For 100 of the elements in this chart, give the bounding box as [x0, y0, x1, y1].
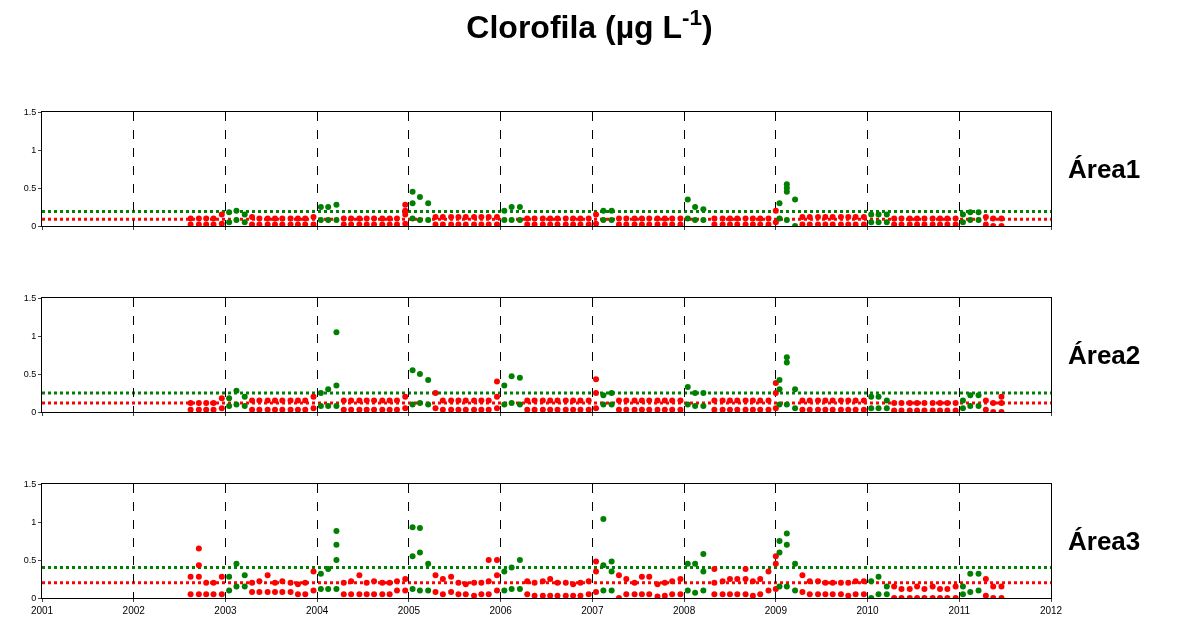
x-tick-label: 2008 — [672, 605, 696, 616]
point — [516, 204, 523, 210]
x-tick-label: 2003 — [214, 605, 238, 616]
point — [959, 211, 966, 218]
point — [425, 200, 432, 207]
point — [875, 219, 882, 226]
point — [883, 405, 890, 412]
point — [959, 397, 966, 404]
point — [600, 401, 607, 408]
point — [959, 405, 966, 412]
point — [325, 204, 332, 210]
point — [325, 386, 332, 393]
point — [608, 216, 615, 223]
x-tick-label: 2012 — [1039, 605, 1063, 616]
point — [409, 215, 416, 222]
x-tick-label: 2011 — [948, 605, 971, 616]
point — [700, 216, 707, 223]
point — [508, 216, 515, 223]
point — [783, 401, 790, 408]
y-tick-label: 1.5 — [23, 293, 37, 304]
y-tick-label: 0.5 — [23, 183, 37, 194]
point — [875, 405, 882, 412]
point — [967, 392, 974, 399]
point — [317, 216, 324, 223]
point — [317, 390, 324, 396]
point — [692, 204, 699, 210]
point — [684, 215, 691, 222]
y-tick-label: 0.5 — [23, 369, 37, 380]
point — [508, 399, 515, 406]
point — [975, 402, 982, 409]
point — [409, 188, 416, 195]
chart-title: Clorofila (µg L$^{-1}$) — [466, 4, 713, 46]
point — [501, 401, 508, 408]
point — [409, 401, 416, 408]
point — [776, 377, 783, 384]
x-tick-label: 2009 — [764, 605, 788, 616]
point — [684, 196, 691, 203]
point — [875, 211, 882, 218]
point — [333, 402, 340, 409]
point — [975, 216, 982, 223]
point — [425, 401, 432, 408]
point — [608, 207, 615, 214]
point — [684, 383, 691, 390]
point — [692, 216, 699, 223]
point — [501, 207, 508, 214]
point — [241, 219, 248, 226]
point — [684, 401, 691, 408]
point — [959, 219, 966, 226]
point — [783, 216, 790, 223]
point — [333, 329, 340, 336]
point — [975, 209, 982, 216]
point — [516, 401, 523, 408]
point — [241, 402, 248, 409]
point — [600, 216, 607, 223]
point — [409, 367, 416, 374]
y-tick-label: 1 — [31, 331, 37, 342]
point — [425, 377, 432, 384]
point — [333, 216, 340, 223]
point — [776, 386, 783, 393]
y-tick-label: 0 — [31, 593, 37, 604]
point — [608, 390, 615, 396]
text: Área1 — [1068, 154, 1141, 184]
point — [516, 216, 523, 223]
point — [317, 204, 324, 210]
y-tick-label: 1.5 — [23, 479, 37, 490]
point — [233, 216, 240, 223]
point — [700, 206, 707, 213]
point — [325, 216, 332, 223]
y-tick-label: 0 — [31, 407, 37, 418]
x-tick-label: 2006 — [489, 605, 513, 616]
point — [967, 209, 974, 216]
point — [776, 215, 783, 222]
point — [868, 219, 875, 226]
point — [868, 393, 875, 400]
point — [317, 402, 324, 409]
point — [967, 216, 974, 223]
point — [883, 211, 890, 218]
point — [792, 386, 799, 393]
x-tick-label: 2007 — [581, 605, 604, 616]
point — [416, 399, 423, 406]
point — [333, 201, 340, 208]
point — [975, 392, 982, 399]
point — [226, 395, 233, 402]
point — [692, 390, 699, 396]
point — [516, 374, 523, 381]
text: Área3 — [1068, 526, 1141, 556]
point — [508, 373, 515, 380]
y-tick-label: 1 — [31, 517, 37, 528]
point — [233, 401, 240, 408]
text: Área2 — [1068, 340, 1141, 370]
point — [226, 219, 233, 226]
y-tick-label: 0 — [31, 221, 37, 232]
point — [776, 200, 783, 207]
point — [501, 216, 508, 223]
point — [875, 393, 882, 400]
x-tick-label: 2001 — [30, 605, 54, 616]
y-tick-label: 1.5 — [23, 107, 37, 118]
point — [425, 216, 432, 223]
point — [783, 354, 790, 361]
point — [776, 401, 783, 408]
